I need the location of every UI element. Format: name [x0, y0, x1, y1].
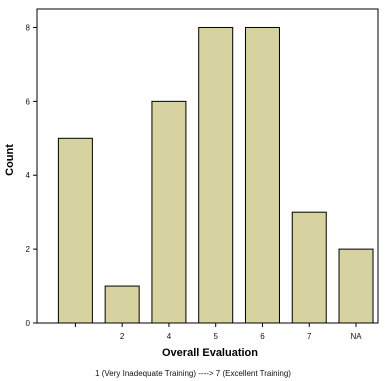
bar-6 [244, 26, 280, 324]
chart-subtitle: 1 (Very Inadequate Training) ----> 7 (Ex… [95, 369, 291, 378]
x-tick-label-4: 4 [167, 332, 172, 341]
x-axis-title: Overall Evaluation [162, 347, 258, 359]
y-tick-label-3: 6 [26, 97, 31, 106]
bar-4 [151, 100, 187, 324]
x-tick-label-6: 6 [260, 332, 265, 341]
y-tick-label-4: 8 [26, 23, 31, 32]
bar-2 [104, 285, 140, 324]
y-tick-label-2: 4 [26, 171, 31, 180]
x-axis-ticks: 2 4 5 6 7 NA [74, 323, 362, 341]
y-axis-ticks: 0 2 4 6 8 [26, 23, 37, 328]
x-tick-label-2: 2 [120, 332, 125, 341]
x-tick-label-NA: NA [350, 332, 362, 341]
bars-layer [57, 26, 374, 324]
bar-1 [57, 137, 93, 324]
x-tick-label-5: 5 [213, 332, 218, 341]
y-tick-label-0: 0 [26, 319, 31, 328]
bar-NA [338, 248, 374, 324]
y-axis-title: Count [4, 144, 16, 176]
x-tick-label-7: 7 [307, 332, 312, 341]
y-tick-label-1: 2 [26, 245, 31, 254]
bar-5 [198, 26, 234, 324]
bar-7 [291, 211, 327, 324]
